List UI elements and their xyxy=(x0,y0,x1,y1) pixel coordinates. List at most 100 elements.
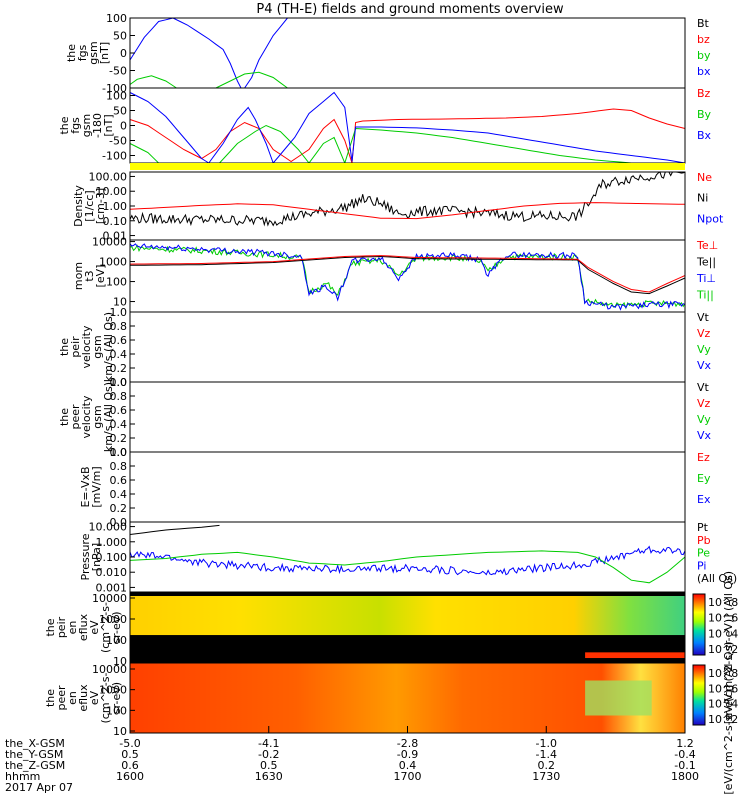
ephemeris-z-value: -0.1 xyxy=(674,759,695,772)
y-axis-label: peer xyxy=(69,404,82,430)
series-line-Pi xyxy=(129,545,686,576)
series-line-Ne xyxy=(129,202,686,220)
legend-entry-Bx: Bx xyxy=(697,129,712,142)
y-tick-label: 10000 xyxy=(92,663,127,676)
y-axis-label: the xyxy=(44,689,57,707)
y-axis-label: [cm-3] xyxy=(94,188,107,224)
legend-entry-Ti||: Ti|| xyxy=(696,289,714,302)
ephemeris-z-value: 0.4 xyxy=(399,759,417,772)
ephemeris-x-value: -1.0 xyxy=(536,737,557,750)
legend-entry-Te⊥: Te⊥ xyxy=(696,239,718,252)
y-tick-label: 100 xyxy=(106,704,127,717)
y-axis-label: [eV] xyxy=(94,265,107,288)
ephemeris-x-value: -5.0 xyxy=(119,737,140,750)
y-tick-label: 1.00 xyxy=(103,200,128,213)
legend-entry-Te||: Te|| xyxy=(696,256,716,269)
colorbar-tick-label: 10^4 xyxy=(708,698,738,711)
y-tick-label: 0.2 xyxy=(110,432,128,445)
y-axis-label: gsm xyxy=(87,41,100,64)
ephemeris-y-value: -1.4 xyxy=(536,748,557,761)
series-line-by-arc xyxy=(215,71,288,89)
y-axis-label: (cm^2-s- xyxy=(99,673,112,724)
y-axis-label: the xyxy=(58,116,71,134)
y-tick-label: 1000 xyxy=(99,256,127,269)
y-axis-label: eV xyxy=(88,620,101,635)
y-tick-label: 1.000 xyxy=(96,536,128,549)
time-tick-label: 1730 xyxy=(532,770,560,783)
ephemeris-footer: the_X-GSM the_Y-GSM the_Z-GSM hhmm 2017 … xyxy=(5,737,73,794)
chart-title: P4 (TH-E) fields and ground moments over… xyxy=(256,2,564,17)
ephemeris-label-hhmm: hhmm xyxy=(5,770,40,783)
y-tick-label: 100 xyxy=(106,276,127,289)
legend-entry-Vy: Vy xyxy=(697,413,711,426)
y-tick-label: 0.6 xyxy=(110,474,128,487)
y-tick-label: 1.0 xyxy=(110,446,128,459)
y-axis-label: the xyxy=(65,44,78,62)
y-axis-label: eflux xyxy=(77,613,90,641)
y-tick-label: 10000 xyxy=(92,236,127,249)
legend-entry-by: by xyxy=(697,49,711,62)
legend-entry-By: By xyxy=(697,108,712,121)
y-axis-label: [nPa] xyxy=(90,543,103,571)
ephemeris-x-value: 1.2 xyxy=(676,737,694,750)
series-line-Bz xyxy=(129,108,686,164)
y-tick-label: 0.2 xyxy=(110,362,128,375)
y-axis-label: [mV/m] xyxy=(90,466,103,507)
legend-entry-Vz: Vz xyxy=(697,397,711,410)
y-tick-label: 0.6 xyxy=(110,334,128,347)
y-tick-label: 0 xyxy=(120,47,127,60)
ephemeris-y-value: -0.2 xyxy=(258,748,279,761)
colorbar-tick-label: 10^6 xyxy=(708,612,738,625)
y-tick-label: 0.4 xyxy=(110,488,128,501)
y-axis-label: km/s (All Qs) xyxy=(102,382,115,452)
series-line-bx xyxy=(129,17,288,89)
y-axis-label: velocity xyxy=(80,395,93,438)
y-axis-label: (cm^2-s- xyxy=(99,602,112,653)
ephemeris-z-value: 0.2 xyxy=(538,759,556,772)
legend-entry-Ti⊥: Ti⊥ xyxy=(696,272,716,285)
panel-frame xyxy=(129,381,686,453)
colorbar-tick-label: 10^8 xyxy=(708,667,738,680)
legend-entry-Npot: Npot xyxy=(697,212,724,225)
y-tick-label: 0.8 xyxy=(110,320,128,333)
y-axis-label: km/s (All Qs) xyxy=(102,312,115,382)
colorbar xyxy=(692,664,706,726)
y-tick-label: -100 xyxy=(102,150,127,163)
y-tick-label: 0.0 xyxy=(110,516,128,529)
time-tick-label: 1800 xyxy=(671,770,699,783)
series-line-Pe xyxy=(129,550,686,584)
series-line-Pt xyxy=(129,524,220,535)
y-axis-label: peer xyxy=(55,685,68,711)
colorbar-label: [eV/(cm^2-s-sr-eV)] (All Qs) xyxy=(722,641,735,794)
legend-entry-Ey: Ey xyxy=(697,472,711,485)
y-tick-label: -100 xyxy=(102,82,127,95)
series-line-Te|| xyxy=(129,255,686,295)
ephemeris-z-value: 0.5 xyxy=(260,759,278,772)
y-axis-label: eflux xyxy=(77,684,90,712)
y-axis-label: gsm xyxy=(80,114,93,137)
time-tick-label: 1700 xyxy=(394,770,422,783)
y-tick-label: 50 xyxy=(113,30,127,43)
panel-density: 100.00 10.00 1.00 0.10 0.01 Density[1/cc][cm-… xyxy=(72,170,724,242)
y-tick-label: 100 xyxy=(106,634,127,647)
y-tick-label: 1000 xyxy=(99,613,127,626)
legend-entry-Pt: Pt xyxy=(697,521,709,534)
ephemeris-label-z: the_Z-GSM xyxy=(5,759,65,772)
y-axis-label: [1/cc] xyxy=(83,190,96,221)
y-axis-label: en xyxy=(66,621,79,635)
y-axis-label: the xyxy=(58,338,71,356)
colorbar-label: [eV/(cm^2-s-sr-eV)] (All Qs) xyxy=(722,571,735,724)
ephemeris-z-value: 0.6 xyxy=(121,759,139,772)
panel-peer-eflux: 10^8 10^6 10^4 10^2 10000 1000 100 10 thepeerene… xyxy=(44,641,738,794)
series-line-by xyxy=(129,75,177,89)
ephemeris-y-value: -0.9 xyxy=(397,748,418,761)
legend-entry-bx: bx xyxy=(697,65,711,78)
colorbar-tick-label: 10^8 xyxy=(708,596,738,609)
date-label: 2017 Apr 07 xyxy=(5,781,73,794)
y-tick-label: 0.2 xyxy=(110,502,128,515)
ephemeris-label-y: the_Y-GSM xyxy=(5,748,63,761)
colorbar-tick-label: 10^4 xyxy=(708,627,738,640)
